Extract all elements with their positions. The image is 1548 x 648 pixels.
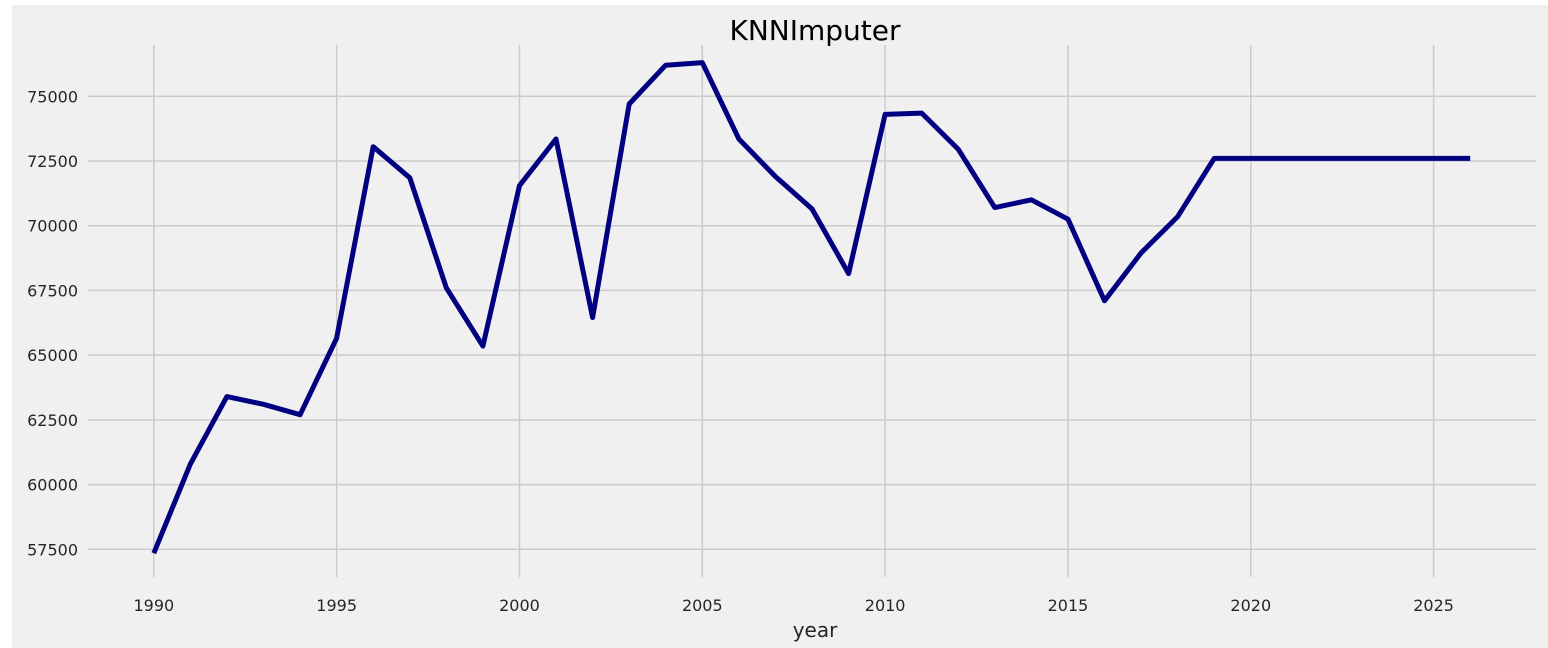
x-tick-label: 2010 [865, 596, 906, 615]
x-tick-label: 2020 [1230, 596, 1271, 615]
x-tick-label: 2025 [1413, 596, 1454, 615]
tick-labels: 1990 1995 2000 2005 2010 2015 2020 2025 57500 600… [27, 87, 1454, 615]
series-lines [151, 60, 1471, 555]
y-tick-label: 57500 [27, 540, 78, 559]
grid-lines [88, 45, 1536, 577]
y-tick-label: 67500 [27, 281, 78, 300]
y-tick-label: 60000 [27, 476, 78, 495]
chart-figure: KNNImputer 1990 1995 2000 2005 2010 2015 2020 2… [12, 5, 1548, 648]
x-tick-label: 1990 [133, 596, 174, 615]
chart-title: KNNImputer [729, 14, 901, 47]
y-tick-label: 72500 [27, 152, 78, 171]
x-tick-label: 1995 [316, 596, 357, 615]
y-tick-label: 65000 [27, 346, 78, 365]
y-tick-label: 70000 [27, 217, 78, 236]
x-tick-label: 2015 [1048, 596, 1089, 615]
y-tick-label: 75000 [27, 87, 78, 106]
line-chart: KNNImputer 1990 1995 2000 2005 2010 2015 2020 2… [27, 14, 1536, 642]
x-tick-label: 2000 [499, 596, 540, 615]
x-axis-label: year [793, 618, 838, 642]
x-tick-label: 2005 [682, 596, 723, 615]
y-tick-label: 62500 [27, 411, 78, 430]
series-line [151, 60, 1471, 555]
